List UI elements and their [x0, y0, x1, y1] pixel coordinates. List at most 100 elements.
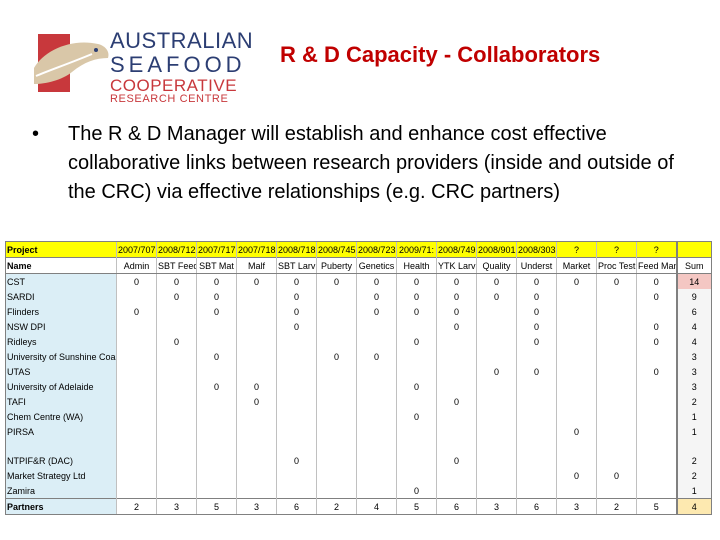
collaborator-name: TAFI: [5, 394, 117, 409]
table-cell: [436, 409, 477, 424]
project-code-cell: 2007/718: [236, 241, 277, 258]
collaborator-name: NTPIF&R (DAC): [5, 453, 117, 468]
row-sum: 4: [675, 334, 712, 349]
table-cell: [636, 468, 677, 483]
table-cell: [556, 453, 597, 468]
table-cell: 0: [236, 379, 277, 394]
partners-cell: 6: [276, 498, 317, 515]
table-cell: 0: [636, 273, 677, 289]
table-cell: [156, 319, 197, 334]
row-sum: 2: [675, 394, 712, 409]
table-cell: 0: [516, 273, 557, 289]
table-cell: [516, 468, 557, 483]
partners-cell: 3: [476, 498, 517, 515]
table-cell: [596, 439, 637, 453]
table-cell: [476, 349, 517, 364]
table-cell: [316, 334, 357, 349]
row-sum: 1: [675, 409, 712, 424]
table-cell: [276, 349, 317, 364]
project-header-row: Project 2007/707 2008/712 2007/717 2007/718 2…: [5, 241, 712, 258]
table-cell: [596, 409, 637, 424]
partners-row: Partners 2 3 5 3 6 2 4 5 6 3 6 3 2 5 4: [5, 498, 712, 515]
partners-cell: 2: [596, 498, 637, 515]
table-cell: [516, 409, 557, 424]
table-cell: [556, 349, 597, 364]
table-cell: [436, 334, 477, 349]
sum-header-cell: Sum: [675, 257, 712, 274]
table-cell: [556, 364, 597, 379]
table-cell: [476, 439, 517, 453]
row-sum: 4: [675, 319, 712, 334]
table-cell: [116, 453, 157, 468]
table-cell: [156, 364, 197, 379]
table-cell: 0: [196, 289, 237, 304]
table-cell: [396, 468, 437, 483]
table-cell: 0: [396, 379, 437, 394]
project-code-cell: 2008/712: [156, 241, 197, 258]
partners-cell: 3: [556, 498, 597, 515]
table-cell: [516, 483, 557, 499]
table-cell: 0: [196, 273, 237, 289]
table-cell: [236, 334, 277, 349]
row-sum: 9: [675, 289, 712, 304]
collaborator-name: UTAS: [5, 364, 117, 379]
table-cell: [316, 439, 357, 453]
table-cell: [636, 409, 677, 424]
collaborator-name: CST: [5, 273, 117, 289]
table-row: Market Strategy Ltd 0 0 2: [5, 468, 712, 483]
table-cell: 0: [476, 273, 517, 289]
table-cell: 0: [556, 273, 597, 289]
table-cell: [356, 334, 397, 349]
row-sum: 2: [675, 468, 712, 483]
row-sum: 6: [675, 304, 712, 319]
table-cell: [596, 349, 637, 364]
table-cell: [236, 439, 277, 453]
table-cell: [316, 468, 357, 483]
table-cell: [316, 289, 357, 304]
collaborator-name: Chem Centre (WA): [5, 409, 117, 424]
project-code-cell: ?: [556, 241, 597, 258]
table-cell: 0: [516, 319, 557, 334]
table-cell: [196, 364, 237, 379]
table-cell: [156, 424, 197, 439]
table-cell: 0: [596, 468, 637, 483]
table-cell: 0: [116, 273, 157, 289]
table-cell: [516, 424, 557, 439]
project-name-cell: SBT Feed: [156, 257, 197, 274]
collaborator-name: Ridleys: [5, 334, 117, 349]
table-cell: 0: [516, 304, 557, 319]
table-cell: 0: [396, 304, 437, 319]
table-cell: 0: [156, 334, 197, 349]
table-cell: 0: [316, 349, 357, 364]
collaborator-name: University of Sunshine Coast: [5, 349, 117, 364]
table-cell: [116, 483, 157, 499]
table-cell: [236, 468, 277, 483]
project-code-cell: 2009/71:: [396, 241, 437, 258]
table-cell: 0: [396, 483, 437, 499]
table-cell: [356, 439, 397, 453]
table-cell: [196, 334, 237, 349]
table-cell: [156, 304, 197, 319]
partners-cell: 6: [436, 498, 477, 515]
table-cell: [316, 379, 357, 394]
row-sum: 3: [675, 364, 712, 379]
table-cell: 0: [396, 289, 437, 304]
bullet-icon: •: [32, 123, 40, 145]
name-header-row: Name Admin SBT Feed SBT Mat Malf SBT Larv Pube…: [5, 257, 712, 274]
table-cell: [316, 394, 357, 409]
table-cell: [356, 394, 397, 409]
project-name-cell: Feed Man: [636, 257, 677, 274]
table-cell: [116, 334, 157, 349]
table-cell: [436, 349, 477, 364]
project-name-cell: Underst: [516, 257, 557, 274]
table-cell: 0: [636, 334, 677, 349]
table-cell: [356, 424, 397, 439]
table-cell: 0: [356, 289, 397, 304]
table-cell: [196, 453, 237, 468]
logo-line-australian: AUSTRALIAN: [110, 28, 254, 53]
table-cell: [436, 364, 477, 379]
project-name-cell: Admin: [116, 257, 157, 274]
table-cell: [476, 409, 517, 424]
table-cell: 0: [516, 289, 557, 304]
table-cell: [436, 468, 477, 483]
